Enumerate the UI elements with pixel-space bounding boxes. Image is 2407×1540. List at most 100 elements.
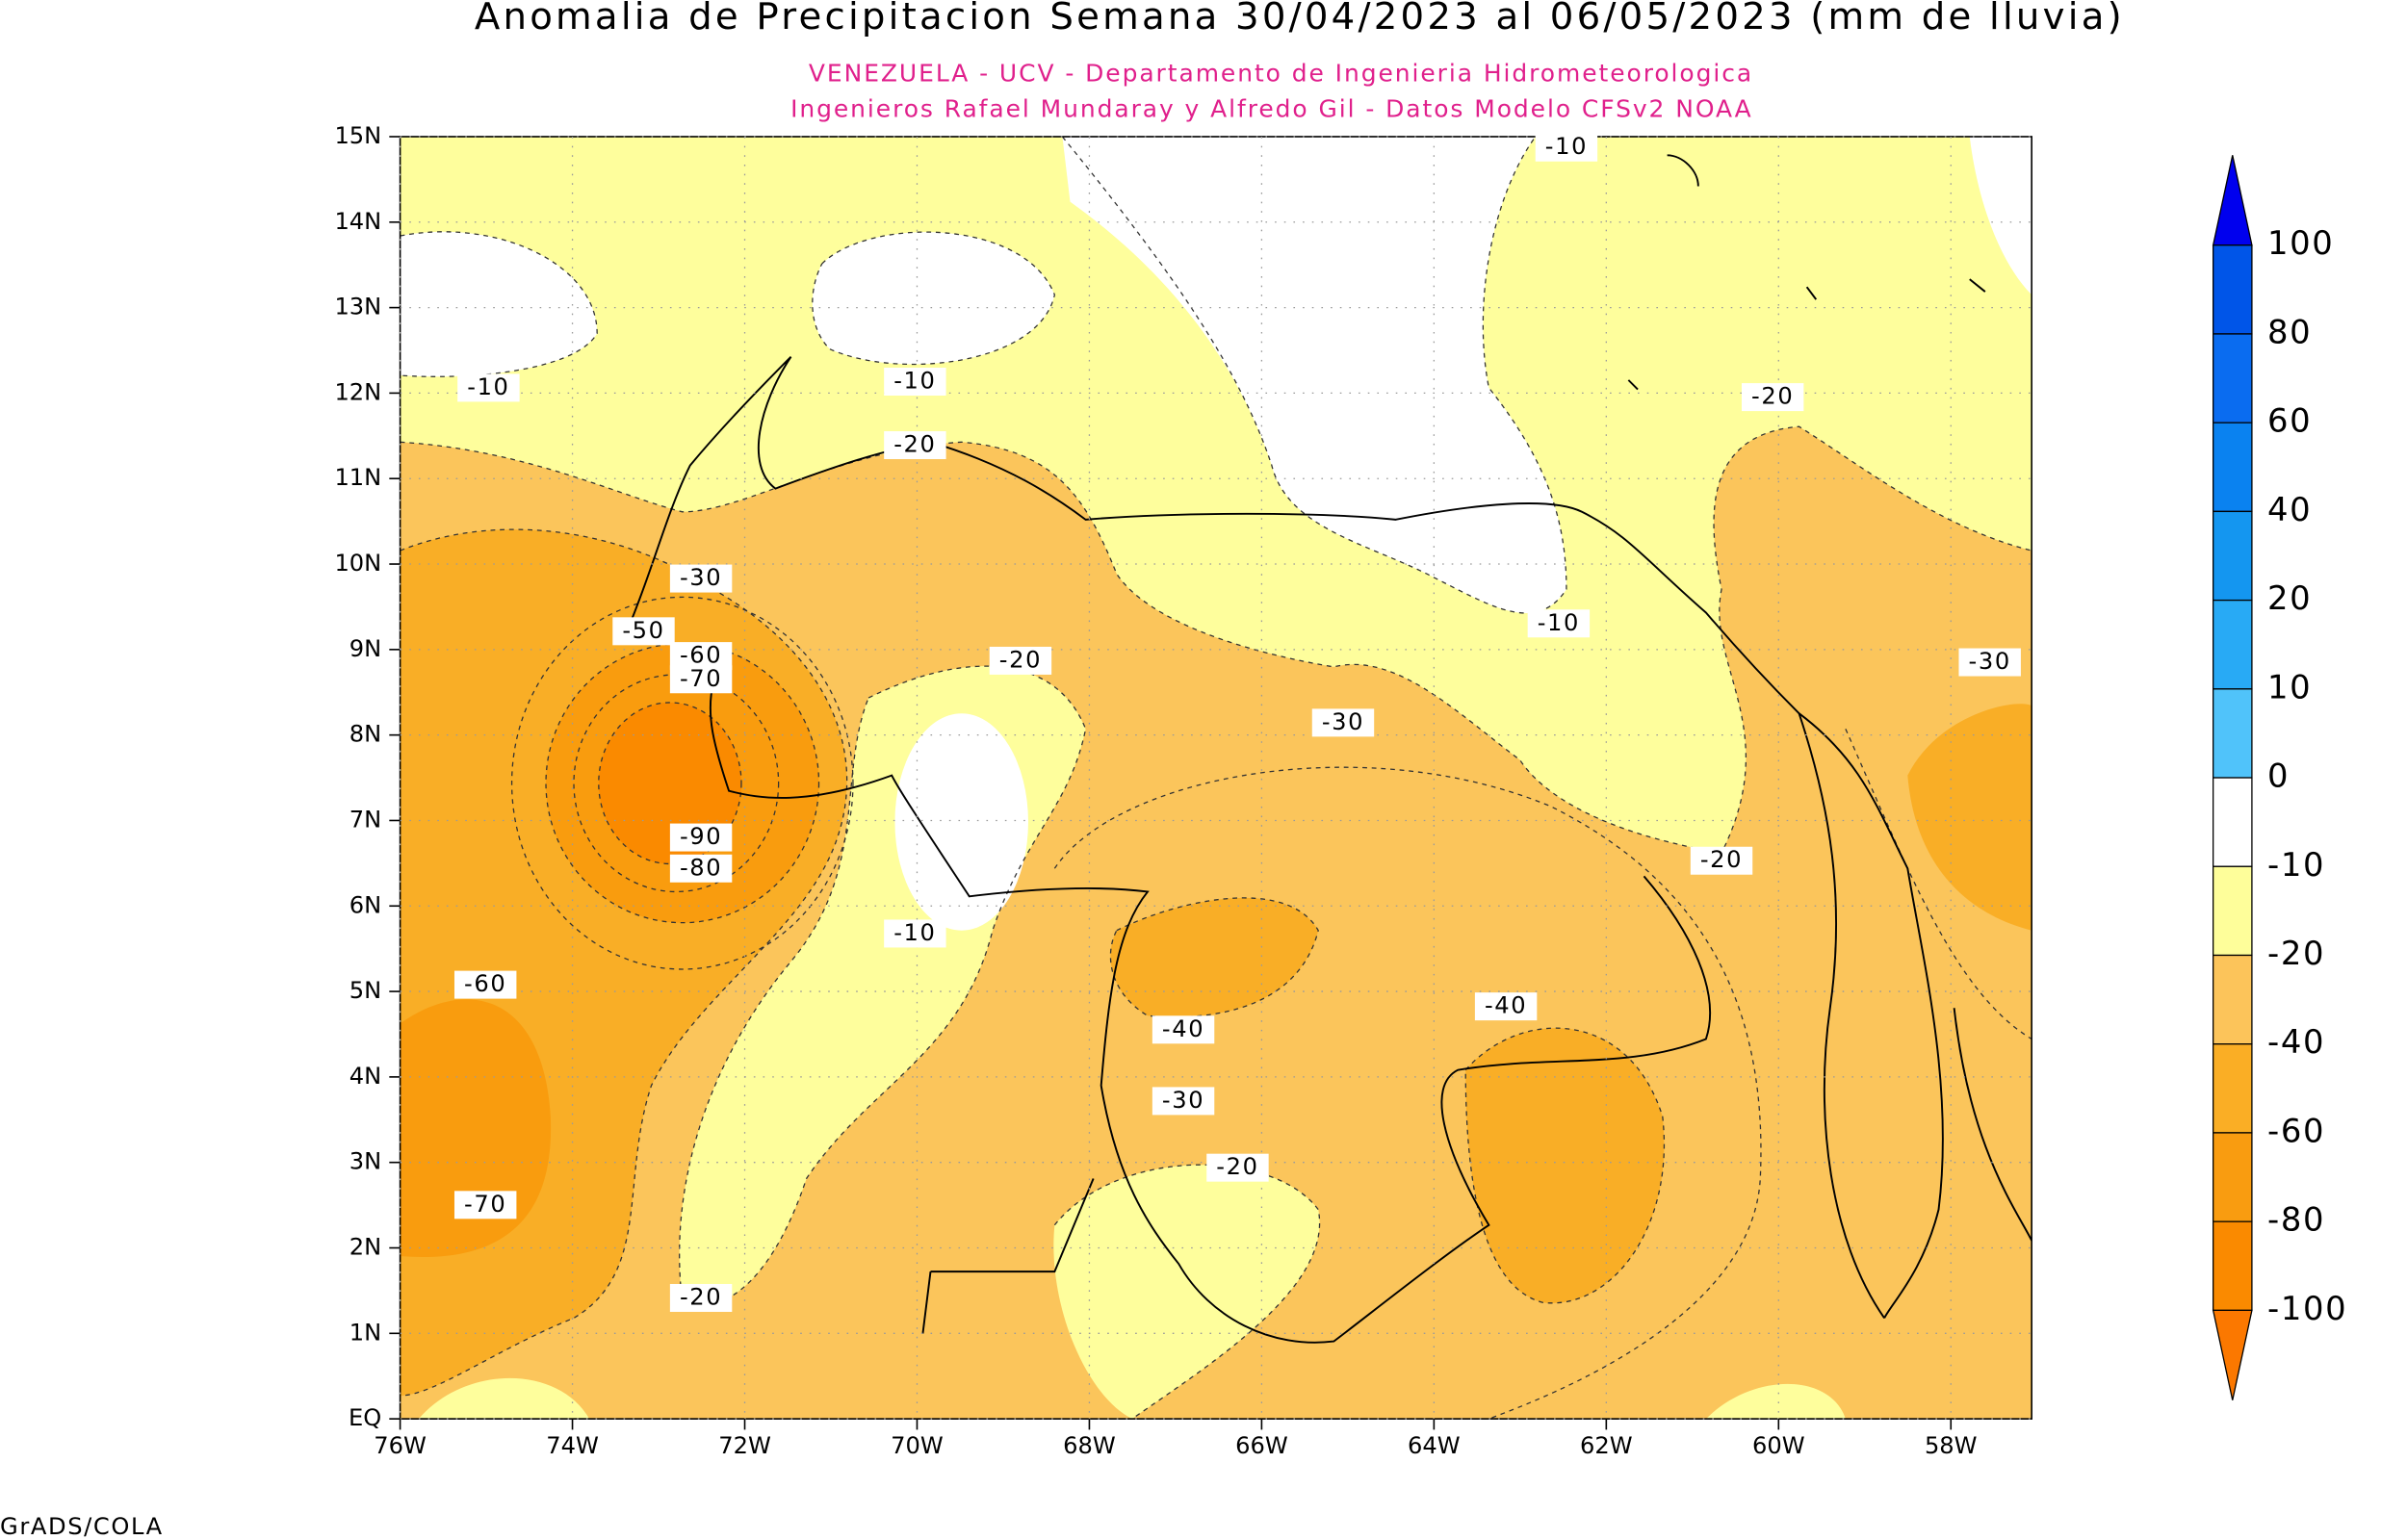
subtitle: VENEZUELA - UCV - Departamento de Ingeni… [809,60,1753,88]
label-bg [884,919,946,948]
lat-label: 11N [334,464,381,491]
contour-label: -30 [680,564,722,591]
colorbar-box [2213,1043,2253,1134]
label-bg [1958,648,2021,677]
lat-label: 1N [349,1319,381,1346]
lat-label: 7N [349,806,381,833]
lon-label: 72W [718,1432,771,1459]
contour-label: -30 [1969,648,2011,675]
lon-label: 64W [1408,1432,1461,1459]
contour-label: -20 [1751,383,1794,410]
contour-label: -60 [680,642,722,669]
contour-label: -20 [999,646,1042,673]
lat-axis: 15N 14N 13N 12N 11N 10N 9N 8N 7N 6N 5N 4N 3N 2N 1N EQ [334,122,2032,1431]
contour-label: -70 [464,1191,506,1218]
colorbar-label: -20 [2267,935,2325,972]
lat-label: 15N [334,122,381,149]
colorbar-label: 60 [2267,402,2312,440]
colorbar-box [2213,865,2253,957]
label-bg [884,367,946,396]
colorbar-label: -10 [2267,846,2325,884]
label-bg [453,1191,517,1219]
contour-label: -10 [467,373,509,400]
colorbar-label: -100 [2267,1290,2347,1327]
colorbar-box [2213,422,2253,513]
contour-label: -20 [680,1283,722,1310]
colorbar-box [2213,688,2253,779]
contour-label: -20 [893,431,936,458]
label-bg [669,823,733,852]
lon-label: 74W [546,1432,599,1459]
contour-label: -10 [893,919,936,946]
lon-label: 58W [1925,1432,1978,1459]
label-bg [1535,133,1598,162]
label-bg [1527,609,1591,638]
label-bg [989,646,1052,675]
colorbar-box [2213,954,2253,1045]
lat-label: 9N [349,635,381,662]
contour-label: -20 [1700,846,1743,873]
contour-label: -30 [1322,708,1364,735]
lat-label: 13N [334,294,381,321]
lat-label: 12N [334,378,381,405]
lat-label: 10N [334,550,381,577]
label-bg [1690,846,1753,875]
colorbar-arrow [2212,1309,2253,1400]
lon-label: 60W [1752,1432,1805,1459]
label-bg [1152,1087,1215,1116]
contour-label: -30 [1162,1087,1204,1114]
contour-label: -10 [893,367,936,394]
colorbar-label: 100 [2267,224,2334,262]
lon-label: 76W [374,1432,427,1459]
title: Anomalia de Precipitacion Semana 30/04/2… [475,0,2125,38]
label-bg [612,617,675,646]
colorbar-box [2213,1132,2253,1222]
footer: GrADS/COLA [0,1513,164,1540]
lon-label: 68W [1063,1432,1116,1459]
label-bg [1741,383,1804,412]
label-bg [453,970,517,999]
contour-label: -90 [680,823,722,850]
lat-label: 5N [349,977,381,1004]
lon-axis: 76W 74W 72W 70W 68W 66W 64W 62W 60W 58W [374,136,1978,1459]
contour-label: -20 [1216,1153,1258,1180]
contour-label: -70 [680,665,722,692]
label-bg [669,564,733,593]
contour-labels: -10-10 -10-20-30-50-60-70-20-10-30-20-30-… [453,133,2021,1312]
contour-label: -40 [1485,992,1527,1019]
contour-label: -60 [464,970,506,997]
colorbar-label: 80 [2267,313,2312,350]
label-bg [457,373,520,402]
contour-label: -50 [622,617,664,644]
label-bg [669,665,733,694]
subtitle: Ingenieros Rafael Mundaray y Alfredo Gil… [790,95,1753,123]
colorbar-box [2213,599,2253,690]
lon-label: 70W [891,1432,944,1459]
map-field [400,136,2032,1420]
contour-label: -10 [1545,133,1588,160]
colorbar-arrow [2212,155,2253,246]
lat-label: 3N [349,1148,381,1175]
lat-label: 4N [349,1063,381,1090]
lat-label: 6N [349,891,381,918]
colorbar-label: -40 [2267,1023,2325,1061]
colorbar-box [2213,777,2253,867]
contour-label: -80 [680,854,722,881]
colorbar-label: 10 [2267,668,2312,706]
lat-label: 14N [334,208,381,235]
label-bg [669,1283,733,1312]
label-bg [1474,992,1538,1021]
contour-label: -10 [1538,609,1580,636]
label-bg [884,431,946,460]
colorbar-label: 20 [2267,579,2312,617]
colorbar-label: -80 [2267,1201,2325,1239]
lat-label: 8N [349,721,381,748]
colorbar-label: -60 [2267,1112,2325,1149]
colorbar-box [2213,244,2253,335]
lat-label: 2N [349,1234,381,1261]
colorbar-label: 40 [2267,491,2312,528]
lat-label: EQ [349,1404,381,1431]
label-bg [1152,1015,1215,1044]
